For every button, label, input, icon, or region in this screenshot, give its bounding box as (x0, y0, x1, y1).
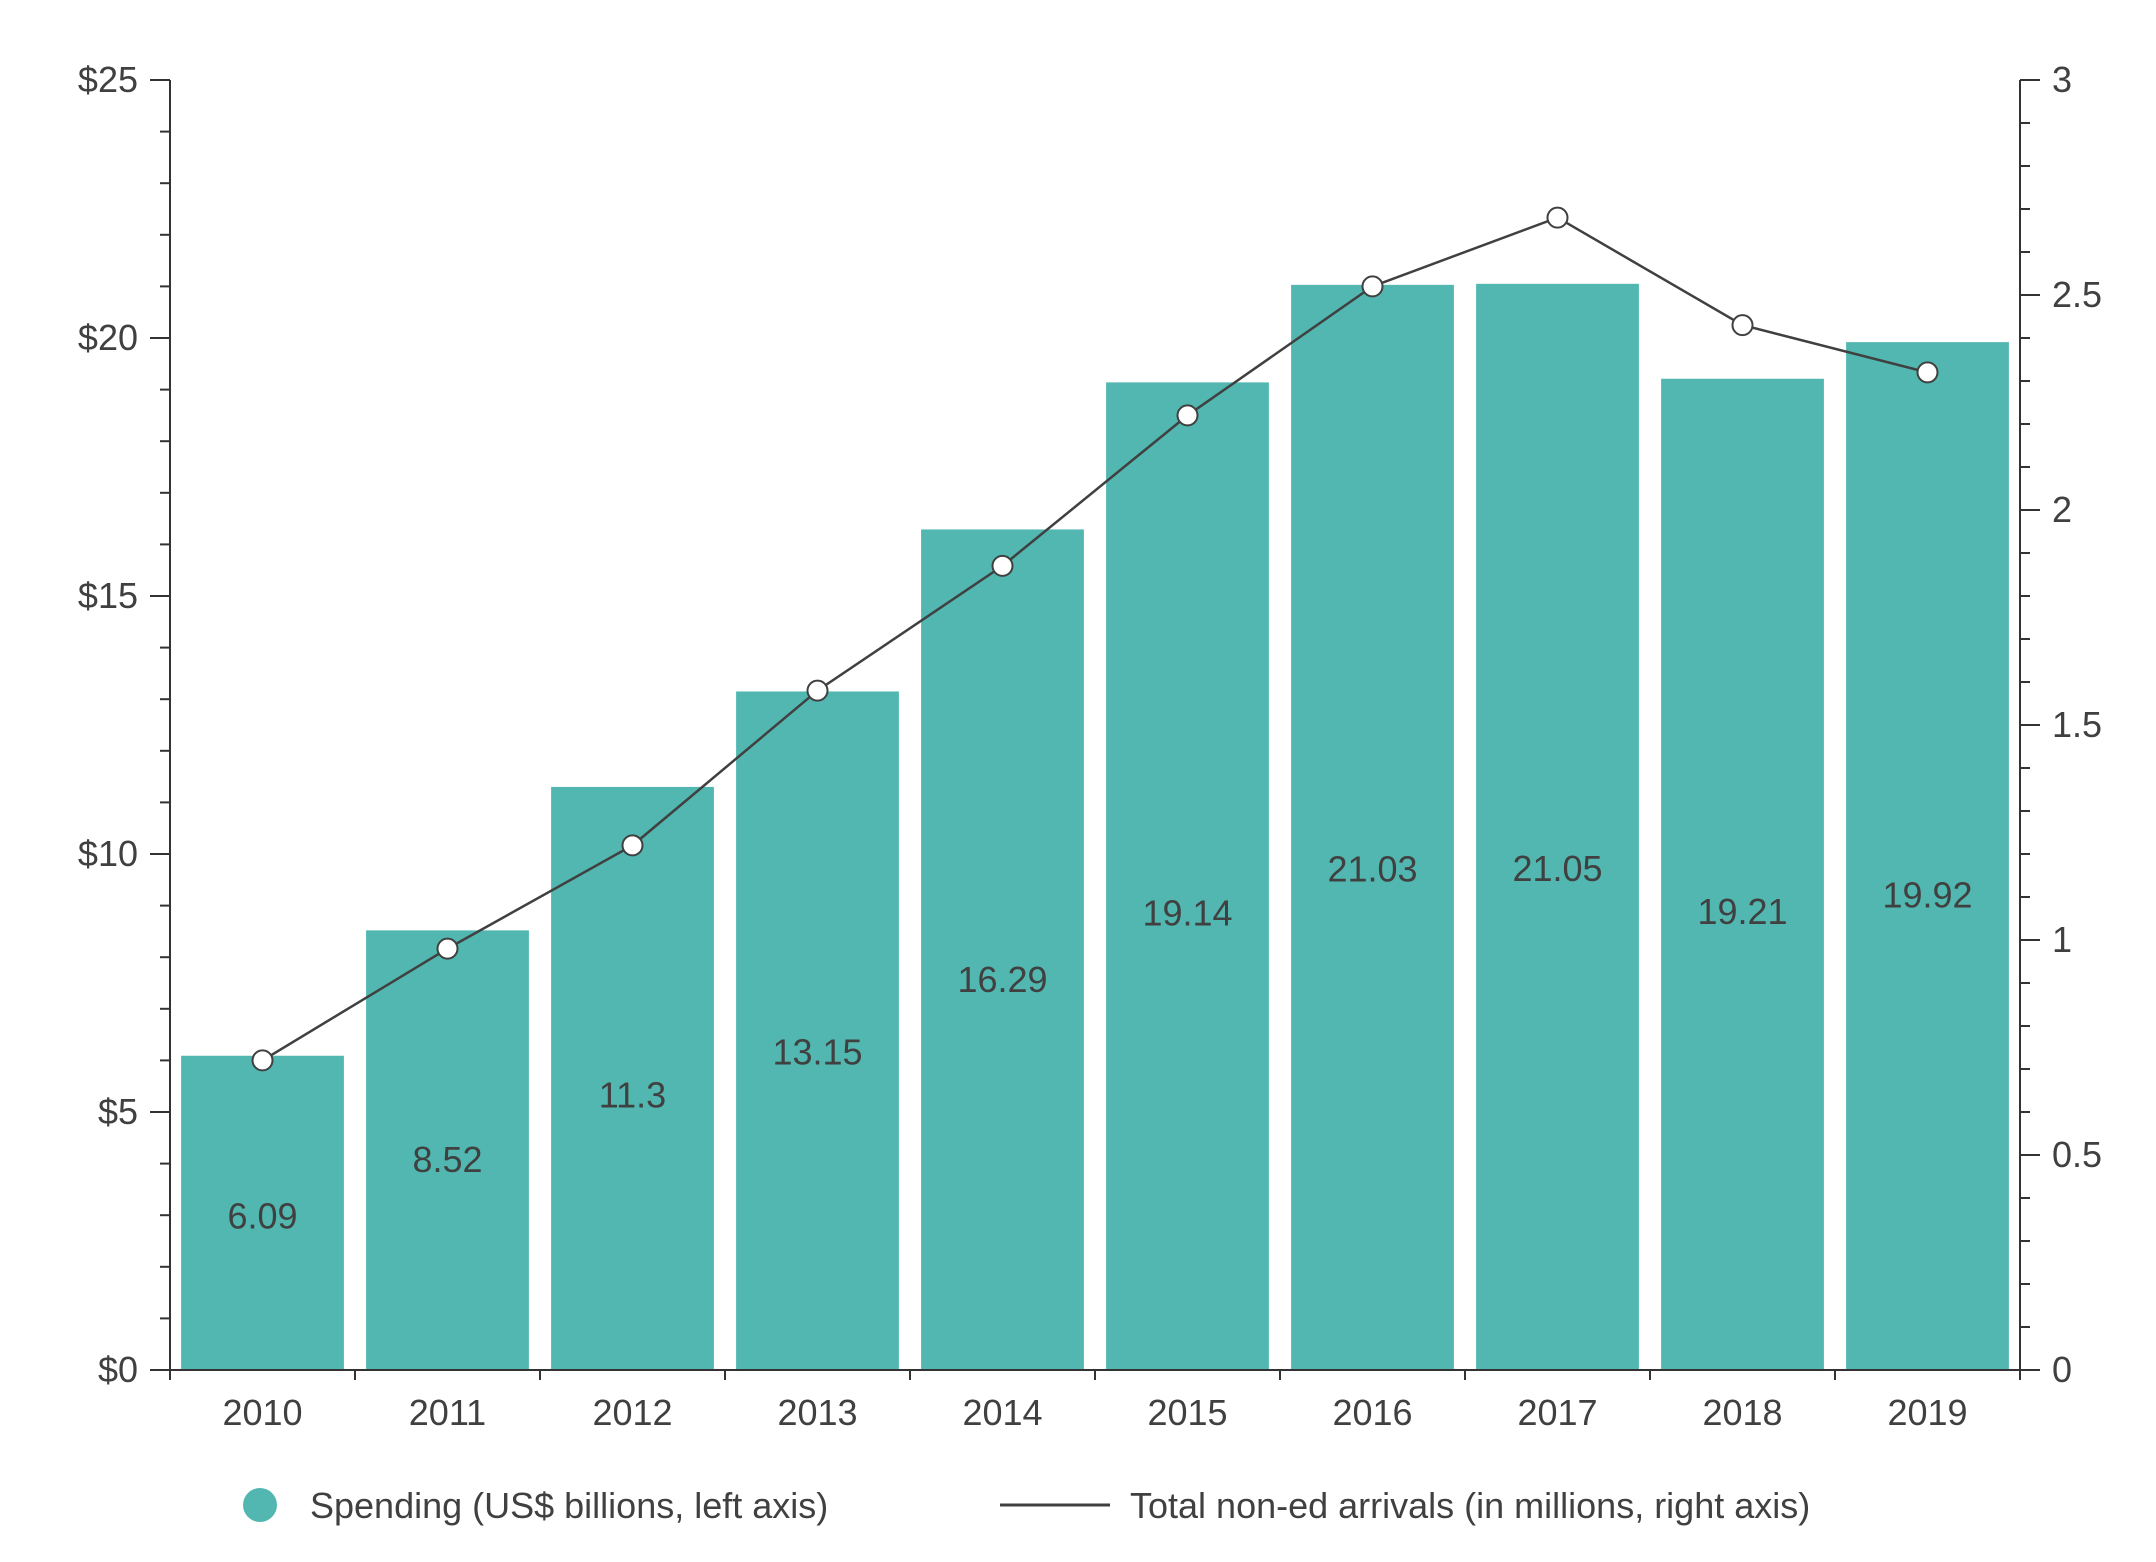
legend-spending-label: Spending (US$ billions, left axis) (310, 1485, 828, 1526)
bar (1476, 284, 1639, 1370)
bar-value-label: 13.15 (772, 1032, 862, 1073)
legend-arrivals-label: Total non-ed arrivals (in millions, righ… (1130, 1485, 1810, 1526)
right-axis-tick-label: 1 (2052, 919, 2072, 960)
bar-value-label: 19.21 (1697, 891, 1787, 932)
bar-value-label: 6.09 (227, 1196, 297, 1237)
right-axis-tick-label: 0 (2052, 1349, 2072, 1390)
left-axis-tick-label: $10 (78, 833, 138, 874)
line-marker (438, 939, 458, 959)
right-axis-tick-label: 0.5 (2052, 1134, 2102, 1175)
bar-value-label: 19.92 (1882, 874, 1972, 915)
right-axis-tick-label: 2 (2052, 489, 2072, 530)
x-axis-category-label: 2018 (1702, 1392, 1782, 1433)
x-axis-category-label: 2019 (1887, 1392, 1967, 1433)
right-axis-tick-label: 2.5 (2052, 274, 2102, 315)
left-axis-tick-label: $25 (78, 59, 138, 100)
bar (921, 529, 1084, 1370)
x-axis-category-label: 2014 (962, 1392, 1042, 1433)
right-axis-tick-label: 3 (2052, 59, 2072, 100)
right-axis-tick-label: 1.5 (2052, 704, 2102, 745)
x-axis-category-label: 2010 (222, 1392, 302, 1433)
line-marker (253, 1050, 273, 1070)
x-axis-category-label: 2016 (1332, 1392, 1412, 1433)
x-axis-category-label: 2011 (409, 1392, 486, 1433)
x-axis-category-label: 2013 (777, 1392, 857, 1433)
line-marker (1918, 362, 1938, 382)
x-axis-category-label: 2012 (592, 1392, 672, 1433)
chart-svg: 6.09 8.52 11.3 13.15 16.29 19.14 21.03 21.05 19.… (0, 0, 2156, 1562)
left-axis-tick-label: $5 (98, 1091, 138, 1132)
bar-value-label: 21.03 (1327, 849, 1417, 890)
bar-value-label: 19.14 (1142, 893, 1232, 934)
bar (1106, 382, 1269, 1370)
bar-value-label: 21.05 (1512, 848, 1602, 889)
line-marker (1733, 315, 1753, 335)
left-axis-tick-label: $20 (78, 317, 138, 358)
x-axis-category-label: 2017 (1517, 1392, 1597, 1433)
line-marker (1363, 276, 1383, 296)
bar-value-label: 8.52 (412, 1139, 482, 1180)
combo-chart: 6.09 8.52 11.3 13.15 16.29 19.14 21.03 21.05 19.… (0, 0, 2156, 1562)
line-marker (993, 556, 1013, 576)
line-marker (1548, 208, 1568, 228)
x-axis-category-label: 2015 (1147, 1392, 1227, 1433)
bar (1661, 379, 1824, 1370)
bar (1291, 285, 1454, 1370)
left-axis-tick-label: $15 (78, 575, 138, 616)
left-axis-tick-label: $0 (98, 1349, 138, 1390)
bar-value-label: 16.29 (957, 959, 1047, 1000)
line-marker (1178, 405, 1198, 425)
legend-spending-swatch (243, 1488, 277, 1522)
line-marker (808, 681, 828, 701)
line-marker (623, 835, 643, 855)
bar (1846, 342, 2009, 1370)
bar-value-label: 11.3 (599, 1075, 666, 1116)
